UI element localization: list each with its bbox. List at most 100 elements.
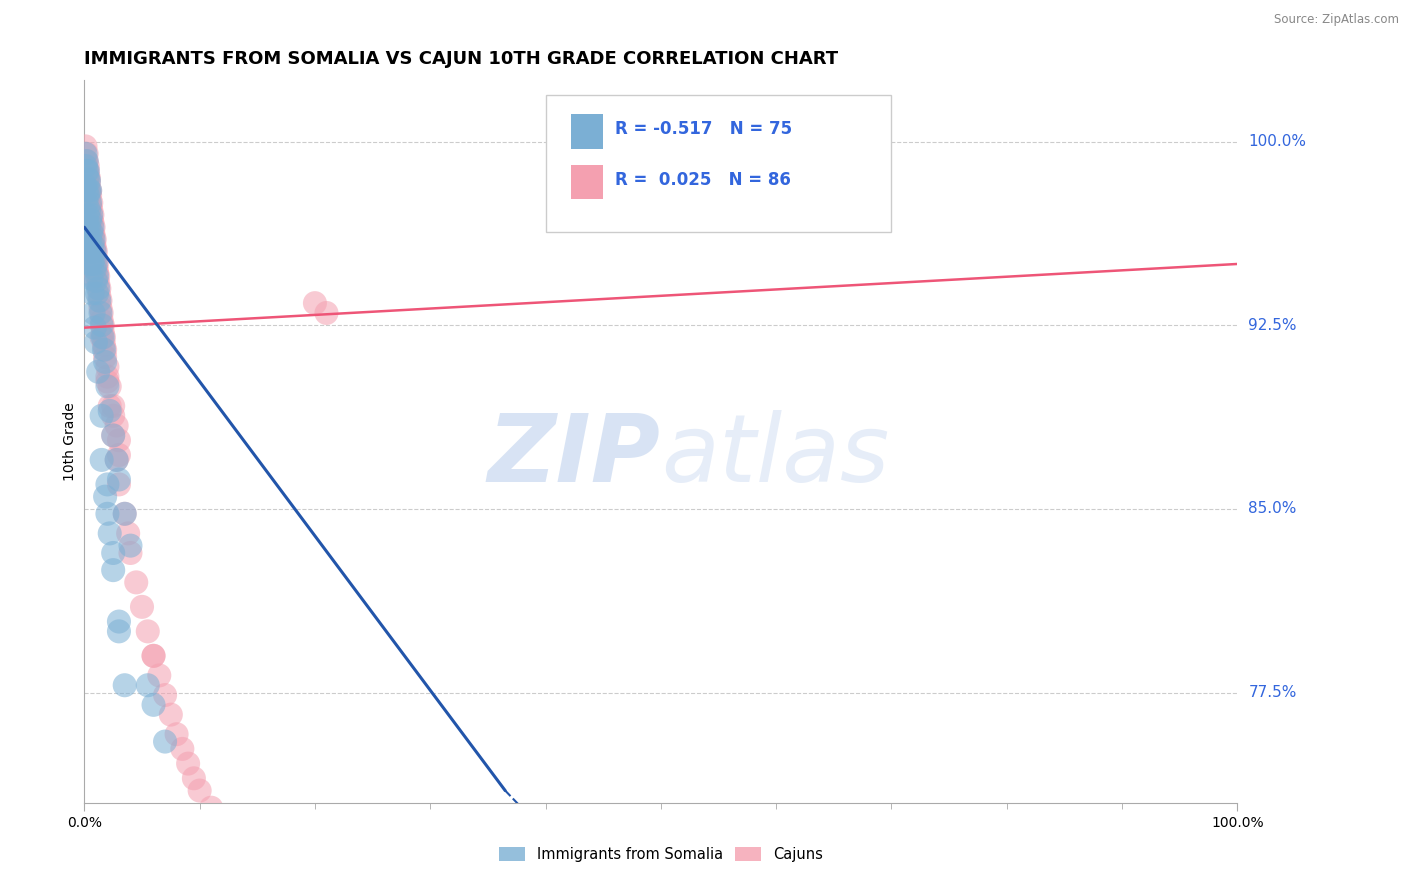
Point [108, 615, 131, 629]
Point [80, 203, 103, 218]
Point [87, 281, 110, 295]
Point [84, 257, 107, 271]
Point [114, 678, 136, 692]
Point [153, 734, 176, 748]
Point [93, 343, 115, 357]
Point [90, 313, 112, 327]
Point [90, 306, 112, 320]
Point [142, 648, 165, 663]
Point [108, 477, 131, 491]
Point [80, 225, 103, 239]
Point [98, 399, 121, 413]
Text: 77.5%: 77.5% [1249, 685, 1296, 700]
Text: Source: ZipAtlas.com: Source: ZipAtlas.com [1274, 13, 1399, 27]
Text: 85.0%: 85.0% [1249, 501, 1296, 516]
Point [76, 176, 98, 190]
Text: ZIP: ZIP [488, 410, 661, 502]
Point [89, 289, 111, 303]
Point [90, 409, 112, 423]
Point [103, 563, 124, 577]
Point [76, 188, 98, 202]
Point [83, 252, 105, 266]
Point [89, 293, 111, 308]
Point [103, 546, 124, 560]
Point [83, 306, 105, 320]
Point [125, 575, 148, 590]
Point [108, 448, 131, 462]
Point [103, 409, 124, 423]
Point [79, 184, 101, 198]
Point [76, 195, 98, 210]
Point [79, 213, 101, 227]
Point [76, 208, 98, 222]
Point [96, 375, 118, 389]
Point [96, 379, 118, 393]
Text: R = -0.517   N = 75: R = -0.517 N = 75 [614, 120, 792, 138]
Point [84, 244, 107, 259]
Point [80, 213, 103, 227]
Point [96, 359, 118, 374]
Point [82, 257, 104, 271]
Point [96, 507, 118, 521]
Point [79, 257, 101, 271]
Point [82, 286, 104, 301]
Point [76, 171, 98, 186]
Point [87, 365, 110, 379]
Point [86, 264, 108, 278]
Point [153, 688, 176, 702]
Point [80, 244, 103, 259]
Point [82, 220, 104, 235]
Point [160, 707, 183, 722]
Point [108, 624, 131, 639]
Point [83, 252, 105, 266]
Point [83, 257, 105, 271]
Point [166, 727, 188, 741]
Point [75, 146, 97, 161]
Point [105, 453, 128, 467]
Point [76, 146, 98, 161]
Point [89, 281, 111, 295]
Point [80, 213, 103, 227]
Point [77, 188, 100, 202]
Point [98, 379, 121, 393]
Point [114, 507, 136, 521]
Point [89, 293, 111, 308]
Point [105, 453, 128, 467]
Point [86, 269, 108, 284]
Point [94, 355, 117, 369]
Point [136, 678, 159, 692]
Text: R =  0.025   N = 86: R = 0.025 N = 86 [614, 171, 790, 189]
Point [90, 318, 112, 333]
Point [117, 526, 139, 541]
Point [79, 201, 101, 215]
Point [75, 154, 97, 169]
Point [90, 330, 112, 344]
Point [76, 164, 98, 178]
Point [83, 220, 105, 235]
Point [120, 546, 142, 560]
Point [79, 195, 101, 210]
Point [89, 306, 111, 320]
Point [77, 184, 100, 198]
Point [304, 296, 326, 310]
FancyBboxPatch shape [571, 165, 603, 200]
Point [76, 240, 98, 254]
Point [82, 237, 104, 252]
Point [75, 159, 97, 173]
Point [80, 195, 103, 210]
Point [76, 164, 98, 178]
Y-axis label: 10th Grade: 10th Grade [63, 402, 77, 481]
Point [91, 326, 114, 340]
Text: atlas: atlas [661, 410, 889, 501]
Point [86, 286, 108, 301]
Point [103, 428, 124, 442]
Point [108, 473, 131, 487]
FancyBboxPatch shape [546, 95, 891, 232]
Point [79, 198, 101, 212]
Point [315, 306, 337, 320]
Point [84, 274, 107, 288]
Point [83, 240, 105, 254]
Point [103, 399, 124, 413]
Point [76, 164, 98, 178]
Point [83, 244, 105, 259]
